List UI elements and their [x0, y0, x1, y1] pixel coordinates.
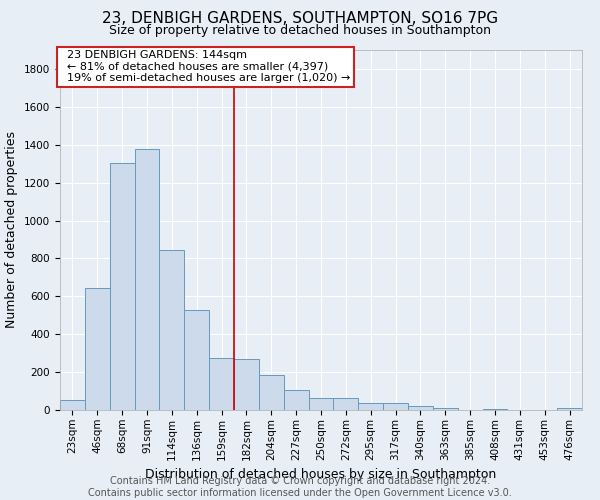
Bar	[383, 404, 408, 410]
X-axis label: Distribution of detached houses by size in Southampton: Distribution of detached houses by size …	[145, 468, 497, 481]
Bar	[284, 390, 308, 410]
Bar	[334, 398, 358, 410]
Text: Contains HM Land Registry data © Crown copyright and database right 2024.
Contai: Contains HM Land Registry data © Crown c…	[88, 476, 512, 498]
Bar	[308, 398, 334, 410]
Bar	[557, 408, 582, 410]
Text: 23, DENBIGH GARDENS, SOUTHAMPTON, SO16 7PG: 23, DENBIGH GARDENS, SOUTHAMPTON, SO16 7…	[102, 11, 498, 26]
Bar	[110, 162, 134, 410]
Bar	[482, 409, 508, 410]
Text: 23 DENBIGH GARDENS: 144sqm
  ← 81% of detached houses are smaller (4,397)
  19% : 23 DENBIGH GARDENS: 144sqm ← 81% of deta…	[60, 50, 350, 83]
Bar	[408, 406, 433, 410]
Bar	[85, 288, 110, 410]
Bar	[259, 375, 284, 410]
Text: Size of property relative to detached houses in Southampton: Size of property relative to detached ho…	[109, 24, 491, 37]
Bar	[209, 358, 234, 410]
Bar	[234, 359, 259, 410]
Bar	[134, 150, 160, 410]
Bar	[184, 310, 209, 410]
Bar	[160, 250, 184, 410]
Y-axis label: Number of detached properties: Number of detached properties	[5, 132, 19, 328]
Bar	[60, 400, 85, 410]
Bar	[358, 404, 383, 410]
Bar	[433, 408, 458, 410]
